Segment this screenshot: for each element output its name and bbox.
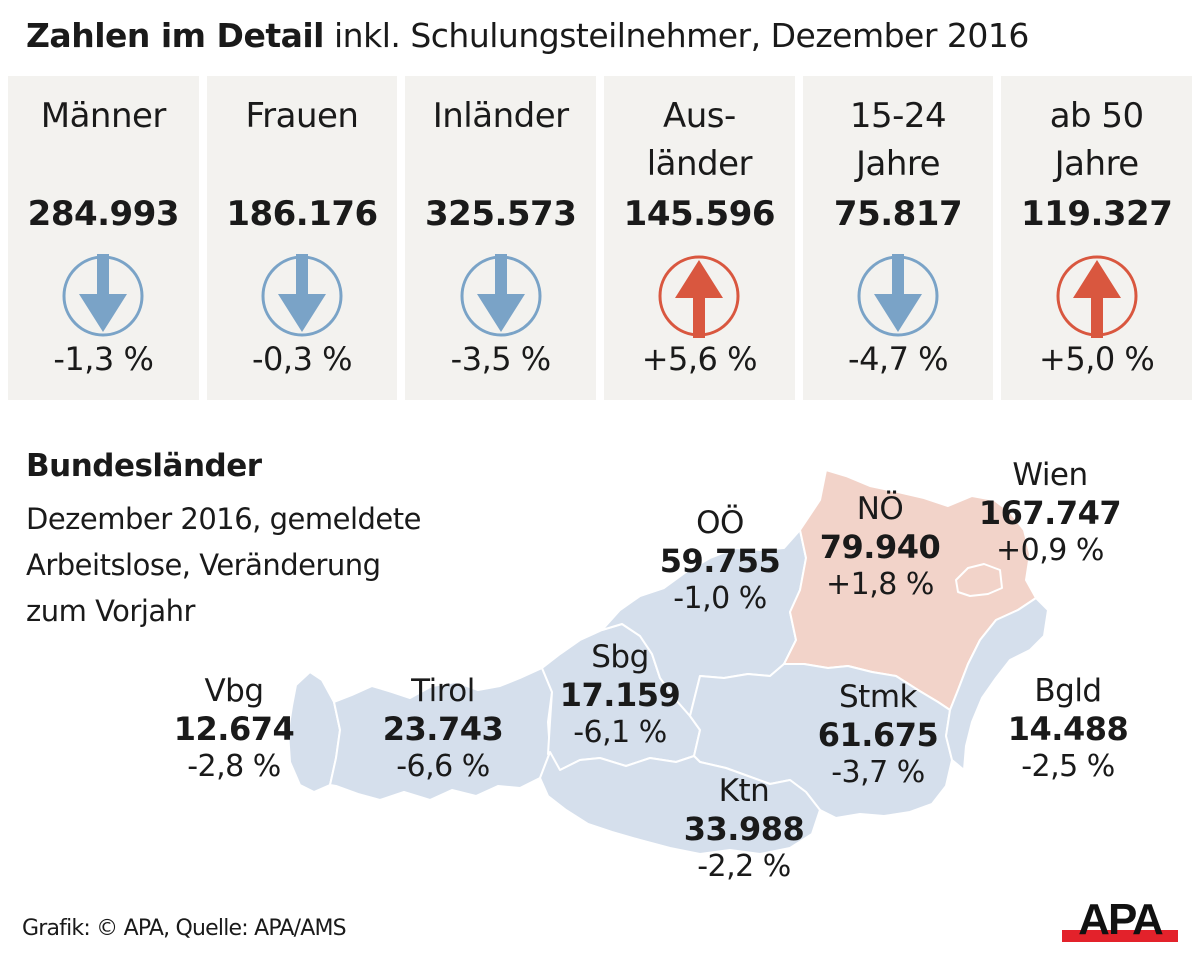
card-label-line1: Männer [40,96,167,136]
card-label-line1: 15-24 [849,96,947,136]
region-label-wien: Wien 167.747 +0,9 % [950,456,1150,570]
card-label-line1: ab 50 [1049,96,1144,136]
card-value: 186.176 [226,194,378,234]
region-label-noe: NÖ 79.940 +1,8 % [780,490,980,604]
arrow-down-icon [460,254,542,337]
card-label: Männer [8,92,199,140]
bundeslaender-subtitle: Dezember 2016, gemeldete Arbeitslose, Ve… [26,496,546,634]
card-change: +5,0 % [1039,340,1155,378]
region-value: 17.159 [559,676,681,714]
region-change: -2,2 % [697,849,791,884]
stat-card-15-24: 15-24 Jahre 75.817 -4,7 % [802,76,994,400]
card-value: 145.596 [623,194,776,234]
region-name: Stmk [839,679,917,715]
region-change: -6,1 % [573,715,667,750]
region-value: 12.674 [173,710,295,748]
card-label-line2: Jahre [855,144,941,184]
card-value: 75.817 [833,194,963,234]
region-name: OÖ [696,505,744,541]
source-credit: Grafik: © APA, Quelle: APA/AMS [22,916,347,941]
region-label-ktn: Ktn 33.988 -2,2 % [644,772,844,886]
region-value: 61.675 [817,716,939,754]
card-label: 15-24 Jahre [803,92,994,188]
page-title: Zahlen im Detail inkl. Schulungsteilnehm… [26,16,1029,55]
svg-text:APA: APA [1078,896,1163,944]
region-change: -1,0 % [673,581,767,616]
arrow-up-icon [658,255,740,338]
region-label-ooe: OÖ 59.755 -1,0 % [620,504,820,618]
region-value: 59.755 [659,542,781,580]
region-change: -6,6 % [396,749,490,784]
card-change: -0,3 % [252,340,353,378]
subtitle-line3: zum Vorjahr [26,594,195,628]
region-name: Tirol [411,673,475,709]
region-label-tirol: Tirol 23.743 -6,6 % [343,672,543,786]
region-name: Ktn [718,773,770,809]
region-label-sbg: Sbg 17.159 -6,1 % [520,638,720,752]
card-label-line1: Aus- [662,96,736,136]
region-name: Bgld [1034,673,1102,709]
region-label-bgld: Bgld 14.488 -2,5 % [968,672,1168,786]
region-change: -3,7 % [831,755,925,790]
card-value: 325.573 [425,194,577,234]
card-change: -1,3 % [53,340,154,378]
card-label: Inländer [405,92,596,140]
region-shape-wien [955,563,1003,597]
stat-card-ab-50: ab 50 Jahre 119.327 +5,0 % [1001,76,1193,400]
card-change: -3,5 % [450,340,552,378]
region-name: Vbg [204,673,264,709]
region-value: 167.747 [978,494,1122,532]
region-value: 79.940 [819,528,941,566]
arrow-down-icon [261,254,343,337]
region-label-stmk: Stmk 61.675 -3,7 % [778,678,978,792]
region-shape-bgld [945,597,1049,771]
card-label: Aus-länder [604,92,795,188]
stat-card-maenner: Männer 284.993 -1,3 % [8,76,199,400]
subtitle-line1: Dezember 2016, gemeldete [26,502,421,536]
title-bold: Zahlen im Detail [26,16,325,55]
card-change: -4,7 % [848,340,949,378]
arrow-up-icon [1056,255,1138,338]
card-change: +5,6 % [641,340,758,378]
stat-card-auslaender: Aus-länder 145.596 +5,6 % [604,76,795,400]
region-name: Sbg [591,639,649,675]
card-label-line1: Inländer [432,96,569,136]
region-label-vbg: Vbg 12.674 -2,8 % [134,672,334,786]
subtitle-line2: Arbeitslose, Veränderung [26,548,381,582]
arrow-down-icon [857,254,939,337]
stat-card-inlaender: Inländer 325.573 -3,5 % [405,76,597,400]
card-label-line1: Frauen [245,96,359,136]
stat-cards: Männer 284.993 -1,3 % Frauen 186.176 -0,… [8,76,1193,400]
region-value: 14.488 [1007,710,1129,748]
austria-map [287,469,1049,855]
region-change: +1,8 % [826,567,934,602]
stat-card-frauen: Frauen 186.176 -0,3 % [206,76,398,400]
region-value: 23.743 [382,710,504,748]
card-value: 119.327 [1021,194,1173,234]
card-label-line2: Jahre [1054,144,1140,184]
card-label: ab 50 Jahre [1001,92,1192,188]
card-label: Frauen [207,92,398,140]
arrow-down-icon [62,254,144,337]
region-change: +0,9 % [996,533,1104,568]
region-change: -2,8 % [187,749,281,784]
region-change: -2,5 % [1021,749,1115,784]
region-value: 33.988 [683,810,805,848]
bundeslaender-title: Bundesländer [26,448,262,484]
title-subtitle: inkl. Schulungsteilnehmer, Dezember 2016 [334,16,1029,55]
region-name: Wien [1012,457,1088,493]
region-name: NÖ [856,491,904,527]
apa-logo: APA [1062,896,1178,944]
region-shape-ktn [539,751,821,855]
card-value: 284.993 [27,194,180,234]
card-label-line2: länder [646,144,753,184]
